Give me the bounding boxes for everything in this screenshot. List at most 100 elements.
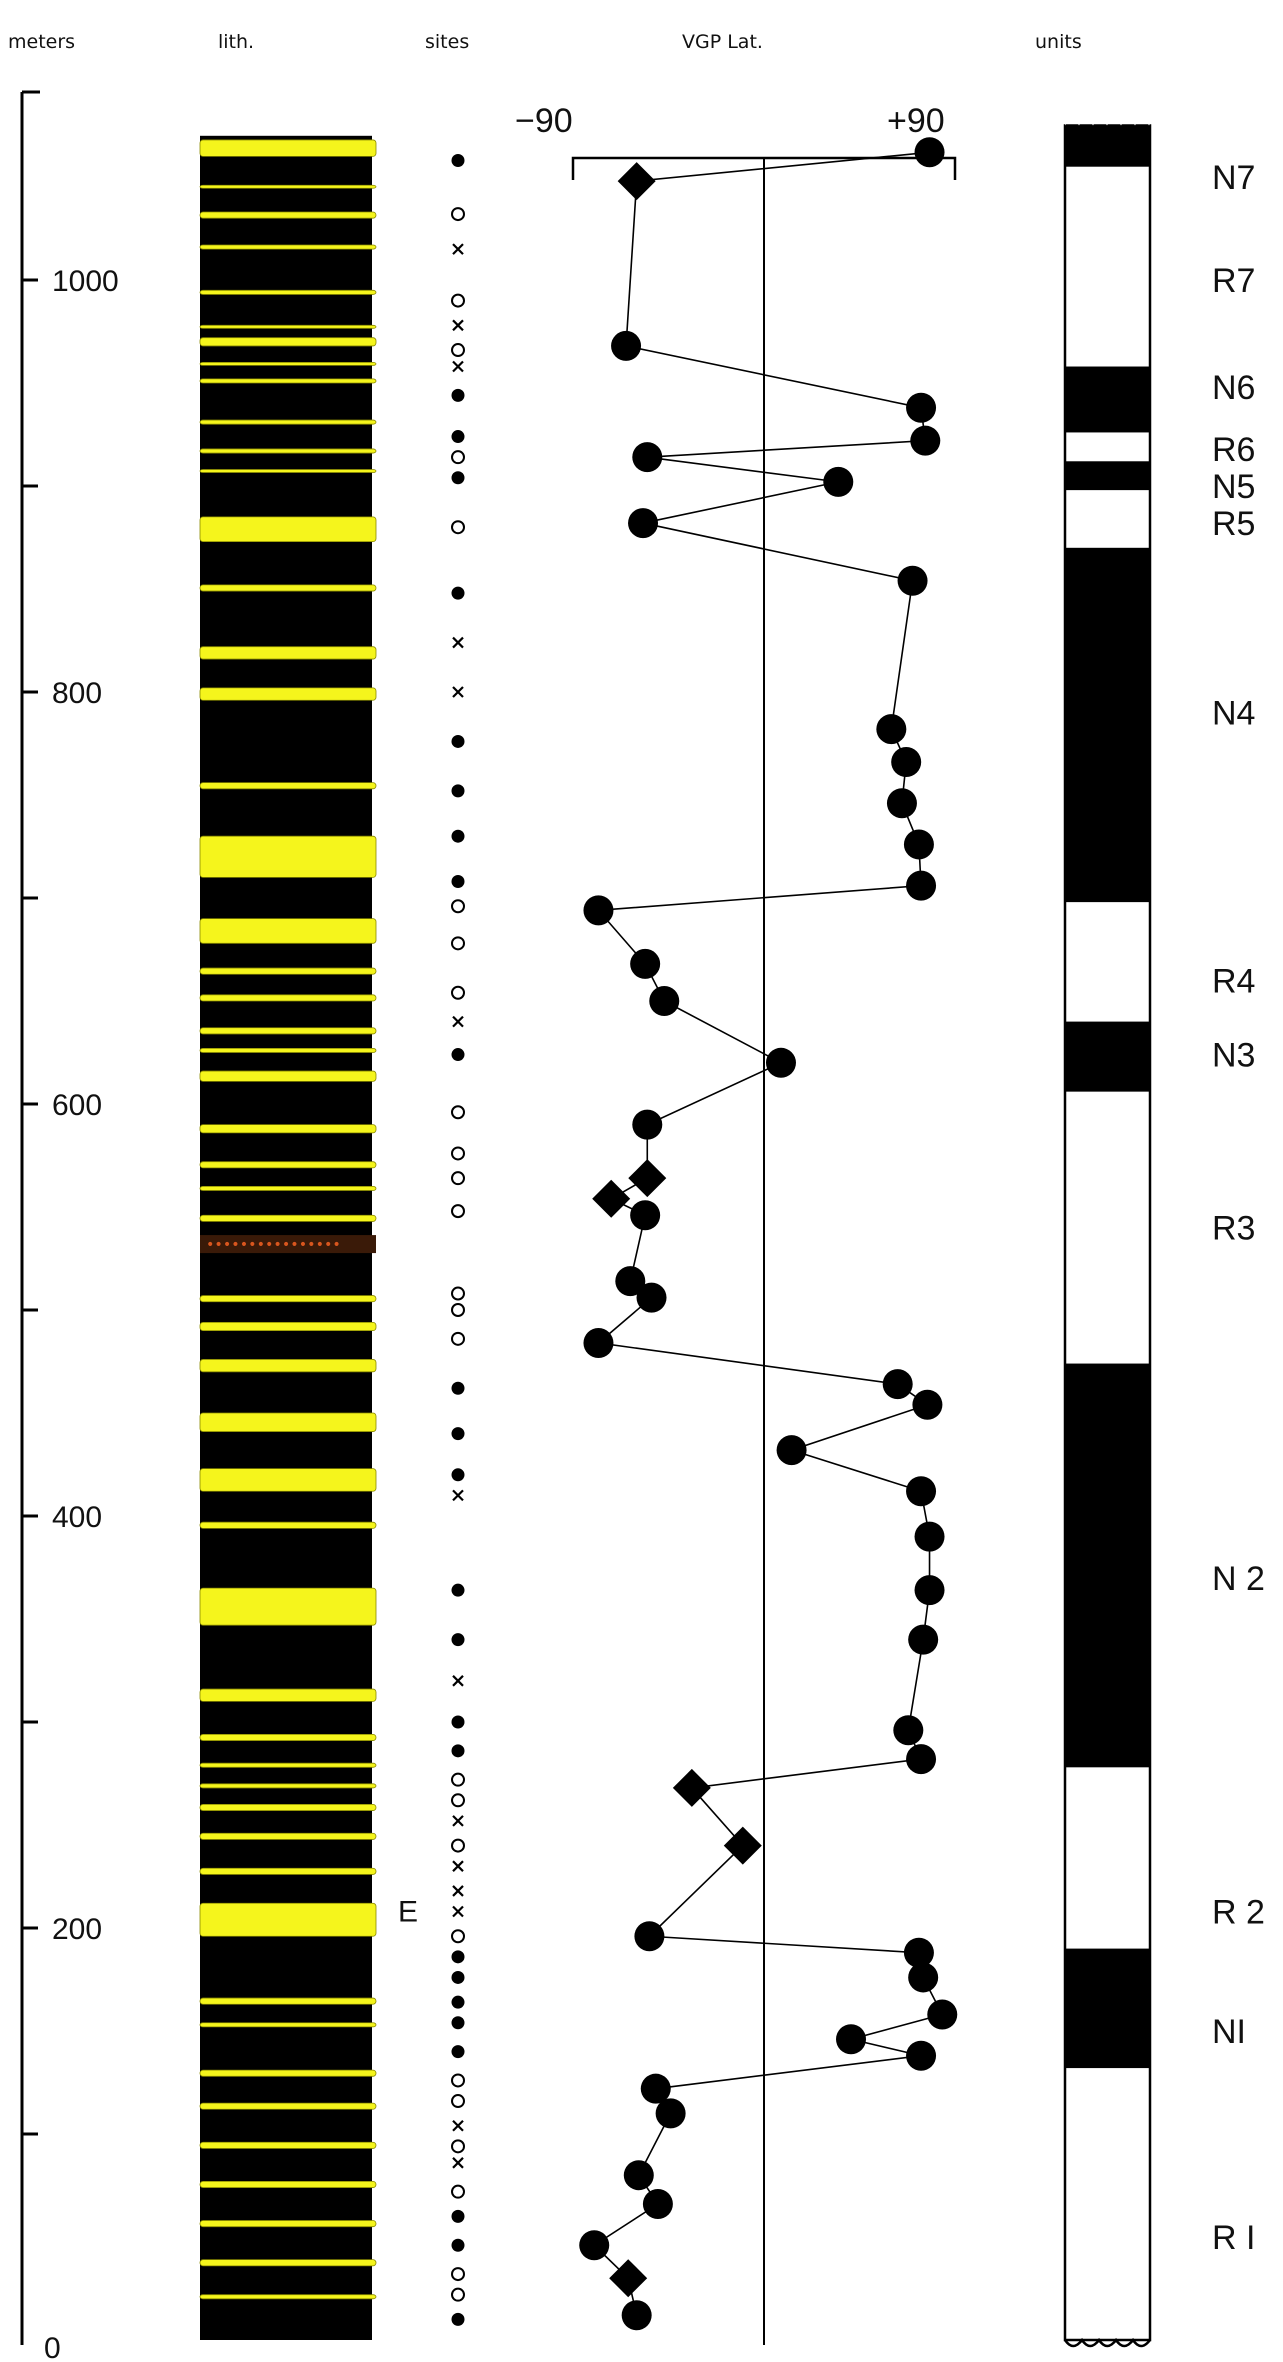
vgp-point-circle <box>876 714 907 745</box>
polarity-normal-zone <box>1065 1363 1150 1768</box>
site-normal-dot <box>451 1715 465 1729</box>
site-unstable-cross <box>452 1015 464 1028</box>
lith-sandstone-bed <box>199 337 377 347</box>
lith-sandstone-bed <box>199 1070 377 1082</box>
site-reversed-circle <box>451 2094 465 2109</box>
header-sites: sites <box>425 31 469 53</box>
site-unstable-cross <box>452 243 464 255</box>
site-reversed-circle <box>451 1331 465 1346</box>
lith-sandstone-bed <box>199 584 377 592</box>
site-unstable-cross <box>452 2157 464 2169</box>
site-unstable-cross <box>452 1675 464 1687</box>
unit-label-n5: N5 <box>1212 468 1255 506</box>
vgp-point-circle <box>912 1389 943 1420</box>
lith-sandstone-bed <box>199 967 377 975</box>
vgp-point-circle <box>579 2230 610 2261</box>
site-unstable-cross <box>452 2119 464 2132</box>
vgp-point-diamond <box>592 1179 631 1218</box>
lith-sandstone-bed <box>199 1997 377 2005</box>
lith-sandstone-bed <box>199 1688 377 1702</box>
site-reversed-circle <box>451 1929 465 1944</box>
lith-base-wavy <box>198 2340 382 2360</box>
vgp-point-circle <box>655 2098 686 2129</box>
vgp-point-circle <box>914 1521 945 1552</box>
site-normal-dot <box>451 430 465 444</box>
lith-sandstone-bed <box>199 1214 377 1222</box>
vgp-point-circle <box>615 1266 646 1297</box>
site-reversed-circle <box>451 2139 465 2154</box>
lith-sandstone-bed <box>199 1047 377 1053</box>
lith-sandstone-bed <box>199 361 377 366</box>
site-unstable-cross <box>452 1885 464 1897</box>
unit-label-n7: N7 <box>1212 159 1255 197</box>
lith-sandstone-bed <box>199 1521 377 1529</box>
vgp-point-circle <box>927 1999 958 2030</box>
unit-label-r3: R3 <box>1212 1210 1255 1248</box>
site-normal-dot <box>451 2209 465 2223</box>
lith-sandstone-bed <box>199 2220 377 2228</box>
unit-label-r2: R 2 <box>1212 1894 1265 1932</box>
vgp-point-circle <box>623 2160 654 2191</box>
lith-sandstone-bed <box>199 835 377 878</box>
site-unstable-cross <box>452 1905 464 1918</box>
vgp-point-circle <box>634 1921 665 1952</box>
polarity-normal-zone <box>1065 125 1150 167</box>
polarity-normal-zone <box>1065 1948 1150 2069</box>
vgp-point-circle <box>906 870 937 901</box>
vgp-point-circle <box>836 2024 867 2055</box>
vgp-point-circle <box>908 1624 939 1655</box>
site-normal-dot <box>451 388 465 402</box>
vgp-point-circle <box>611 330 642 361</box>
lith-sandstone-bed <box>199 2069 377 2077</box>
lat-min-label: −90 <box>515 102 573 140</box>
vgp-point-circle <box>776 1435 807 1466</box>
lith-sandstone-bed <box>199 419 377 425</box>
site-normal-dot <box>451 154 465 168</box>
lith-sandstone-bed <box>199 1783 377 1789</box>
lith-sandstone-bed <box>199 448 377 454</box>
lith-sandstone-bed <box>199 1161 377 1169</box>
unit-label-r7: R7 <box>1212 262 1255 300</box>
vgp-point-circle <box>642 2189 673 2220</box>
sites-column <box>451 154 465 2326</box>
header-units: units <box>1035 31 1082 53</box>
vgp-point-diamond <box>723 1826 762 1865</box>
site-normal-dot <box>451 2238 465 2252</box>
vgp-point-circle <box>636 1282 667 1313</box>
lith-sandstone-bed <box>199 139 377 157</box>
site-normal-dot <box>451 1048 465 1062</box>
unit-label-r6: R6 <box>1212 431 1255 469</box>
lith-sandstone-bed <box>199 1027 377 1035</box>
site-reversed-circle <box>451 293 465 308</box>
header-vgp-lat: VGP Lat. <box>682 31 763 53</box>
vgp-point-diamond <box>609 2259 648 2298</box>
lith-sandstone-bed <box>199 1733 377 1741</box>
polarity-normal-zone <box>1065 366 1150 433</box>
vgp-point-circle <box>914 1575 945 1606</box>
site-reversed-circle <box>451 1146 465 1161</box>
vgp-point-circle <box>630 948 661 979</box>
site-normal-dot <box>451 1427 465 1441</box>
vgp-point-circle <box>632 442 663 473</box>
site-normal-dot <box>451 829 465 843</box>
polarity-normal-zone <box>1065 547 1150 903</box>
lith-sandstone-bed <box>199 2259 377 2267</box>
vgp-point-circle <box>906 1476 937 1507</box>
depth-tick-label: 200 <box>52 1913 102 1946</box>
site-unstable-cross <box>452 1489 464 1502</box>
units-zigzag-top <box>1065 111 1163 126</box>
lith-sandstone-bed <box>199 1762 377 1768</box>
site-normal-dot <box>451 1633 465 1647</box>
lith-sandstone-bed <box>199 1468 377 1492</box>
depth-tick-label: 1000 <box>52 265 119 298</box>
vgp-point-circle <box>903 1937 934 1968</box>
polarity-normal-zone <box>1065 1021 1150 1092</box>
lith-sandstone-bed <box>199 1867 377 1875</box>
lith-sandstone-bed <box>199 1804 377 1811</box>
lith-sandstone-bed <box>199 2022 377 2028</box>
site-normal-dot <box>451 471 465 485</box>
site-unstable-cross <box>452 1815 464 1827</box>
lithology-column: •••••••••••••••• E <box>198 135 418 2360</box>
site-reversed-circle <box>451 1286 465 1301</box>
site-reversed-circle <box>451 450 465 465</box>
